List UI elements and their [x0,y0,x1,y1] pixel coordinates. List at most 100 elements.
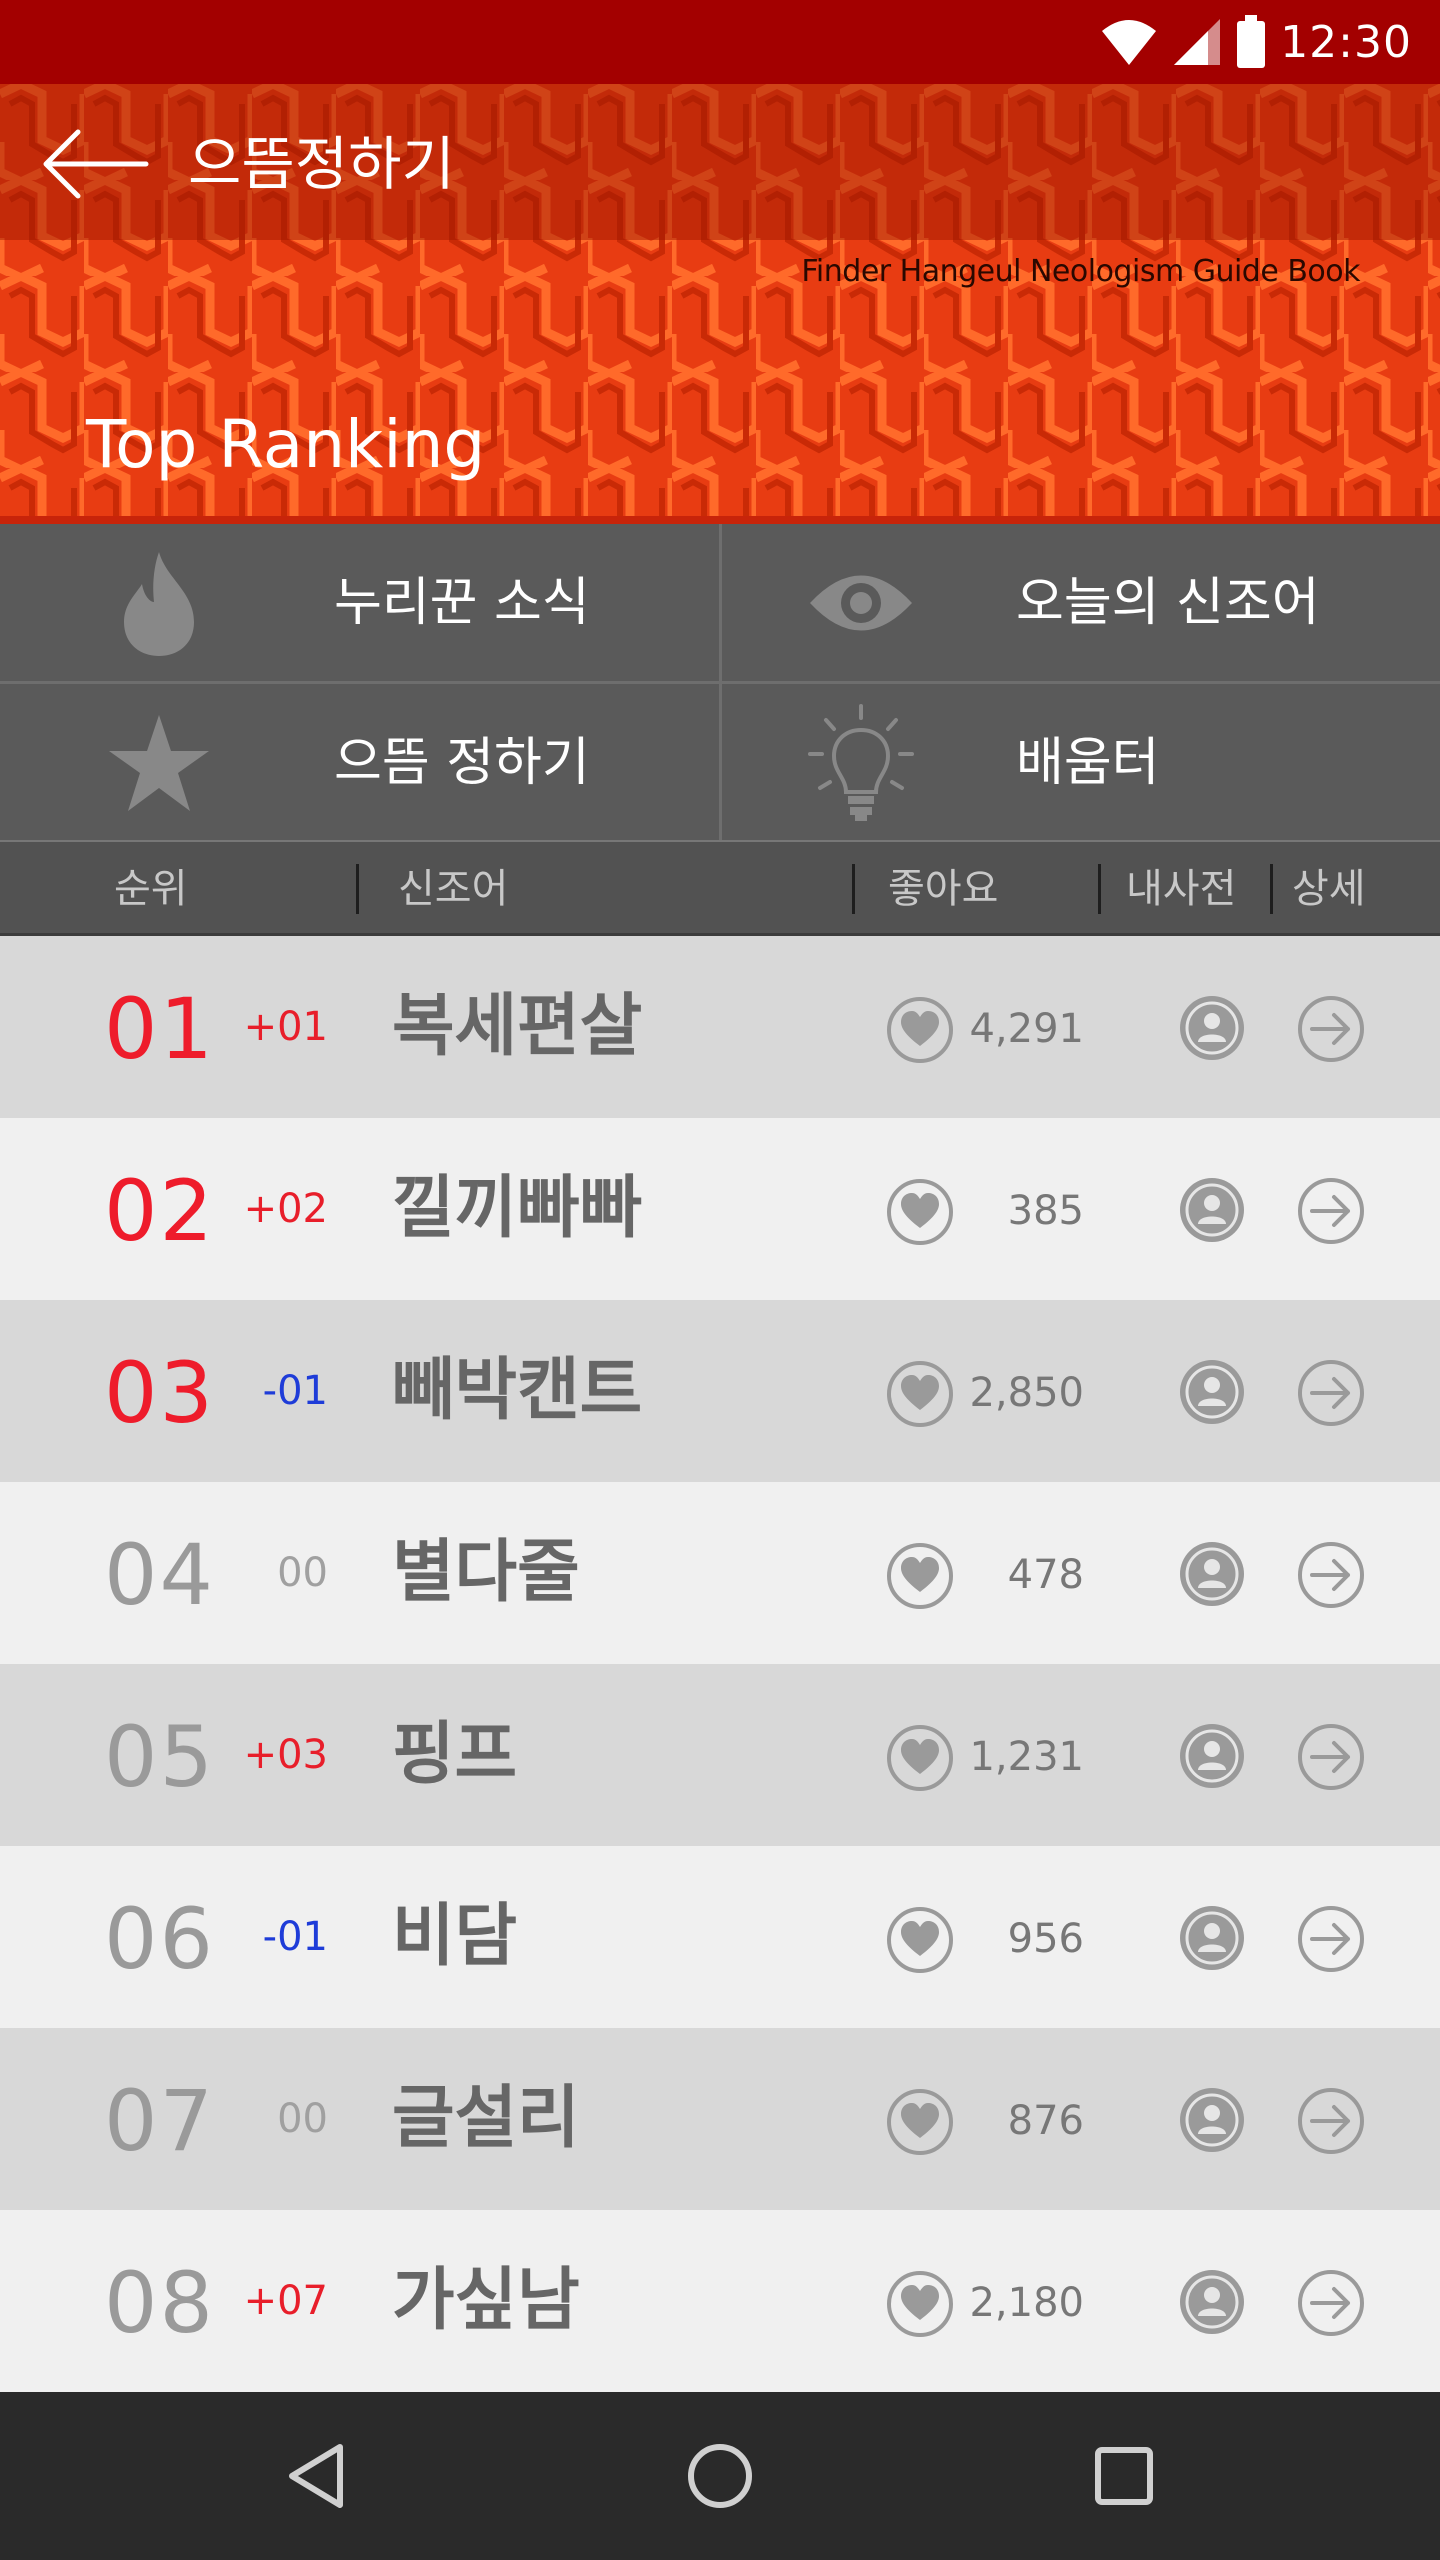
neologism-word: 핑프 [392,1715,518,1794]
neologism-word: 빼박캔트 [392,1351,643,1430]
menu-divider-bottom [0,840,1440,842]
like-count: 2,180 [969,2280,1084,2326]
rank-change: 00 [277,2096,328,2142]
system-nav-bar [0,2392,1440,2560]
detail-button[interactable] [1296,2086,1366,2156]
detail-button[interactable] [1296,994,1366,1064]
menu-divider-horizontal [0,681,1440,684]
add-to-dictionary-button[interactable] [1178,1358,1246,1426]
rank-number: 03 [104,1344,215,1442]
menu-item-news[interactable]: 누리꾼 소식 [0,524,720,682]
column-separator [356,864,359,914]
table-row[interactable]: 04 00 별다줄 478 [0,1482,1440,1664]
rank-number: 01 [104,980,215,1078]
user-icon [1180,2270,1244,2334]
table-row[interactable]: 07 00 글설리 876 [0,2028,1440,2210]
add-to-dictionary-button[interactable] [1178,2086,1246,2154]
arrow-right-circle-icon [1298,2088,1364,2154]
table-row[interactable]: 08 +07 가싶남 2,180 [0,2210,1440,2392]
header-pattern [0,84,1440,524]
menu-item-label: 배움터 [1016,733,1160,793]
heart-icon [887,2271,953,2337]
neologism-word: 가싶남 [392,2261,580,2340]
like-button[interactable] [886,1178,954,1246]
detail-button[interactable] [1296,1904,1366,1974]
detail-button[interactable] [1296,2268,1366,2338]
rank-change: -01 [262,1368,328,1414]
rank-number: 05 [104,1708,215,1806]
neologism-word: 글설리 [392,2079,580,2158]
heart-icon [887,997,953,1063]
rank-change: +02 [243,1186,328,1232]
column-separator [1270,864,1273,914]
lightbulb-icon [806,704,916,821]
add-to-dictionary-button[interactable] [1178,2268,1246,2336]
detail-button[interactable] [1296,1176,1366,1246]
like-button[interactable] [886,1906,954,1974]
like-count: 2,850 [969,1370,1084,1416]
nav-home-button[interactable] [680,2436,760,2516]
add-to-dictionary-button[interactable] [1178,1722,1246,1790]
nav-back-button[interactable] [276,2436,356,2516]
status-time: 12:30 [1280,16,1412,68]
like-count: 4,291 [969,1006,1084,1052]
table-row[interactable]: 02 +02 낄끼빠빠 385 [0,1118,1440,1300]
detail-button[interactable] [1296,1540,1366,1610]
heart-icon [887,2089,953,2155]
menu-item-label: 누리꾼 소식 [334,573,590,633]
heart-icon [887,1179,953,1245]
status-bar: 12:30 [0,0,1440,84]
arrow-right-circle-icon [1298,1906,1364,1972]
rank-change: +07 [243,2278,328,2324]
table-row[interactable]: 01 +01 복세편살 4,291 [0,936,1440,1118]
like-button[interactable] [886,2270,954,2338]
add-to-dictionary-button[interactable] [1178,994,1246,1062]
rank-number: 06 [104,1890,215,1988]
like-count: 478 [1007,1552,1084,1598]
table-row[interactable]: 03 -01 빼박캔트 2,850 [0,1300,1440,1482]
menu-item-today-word[interactable]: 오늘의 신조어 [720,524,1440,682]
menu-item-ranking[interactable]: 으뜸 정하기 [0,684,720,842]
rank-change: +01 [243,1004,328,1050]
like-button[interactable] [886,1360,954,1428]
nav-recents-button[interactable] [1084,2436,1164,2516]
add-to-dictionary-button[interactable] [1178,1904,1246,1972]
like-button[interactable] [886,1724,954,1792]
back-button[interactable] [40,126,160,202]
rank-change: -01 [262,1914,328,1960]
section-title: Top Ranking [86,406,486,483]
rank-change: 00 [277,1550,328,1596]
app-bar [0,84,1440,240]
heart-icon [887,1907,953,1973]
add-to-dictionary-button[interactable] [1178,1176,1246,1244]
like-button[interactable] [886,2088,954,2156]
table-header: 순위 신조어 좋아요 내사전 상세 [0,842,1440,936]
menu-item-learning[interactable]: 배움터 [720,684,1440,842]
neologism-word: 별다줄 [392,1533,580,1612]
column-likes: 좋아요 [888,866,999,912]
table-row[interactable]: 06 -01 비담 956 [0,1846,1440,2028]
user-icon [1180,1724,1244,1788]
arrow-right-circle-icon [1298,1360,1364,1426]
battery-icon [1237,15,1266,68]
rank-number: 07 [104,2072,215,2170]
heart-icon [887,1543,953,1609]
user-icon [1180,2088,1244,2152]
rank-number: 04 [104,1526,215,1624]
neologism-word: 비담 [392,1897,518,1976]
arrow-right-circle-icon [1298,2270,1364,2336]
detail-button[interactable] [1296,1358,1366,1428]
back-triangle-icon [289,2444,343,2508]
like-button[interactable] [886,996,954,1064]
table-row[interactable]: 05 +03 핑프 1,231 [0,1664,1440,1846]
add-to-dictionary-button[interactable] [1178,1540,1246,1608]
arrow-right-circle-icon [1298,1542,1364,1608]
like-button[interactable] [886,1542,954,1610]
ranking-list: 01 +01 복세편살 4,291 02 +02 낄끼빠빠 [0,936,1440,2392]
menu-item-label: 오늘의 신조어 [1016,573,1320,633]
header-banner: 으뜸정하기 Finder Hangeul Neologism Guide Boo… [0,84,1440,524]
arrow-left-icon [43,129,149,199]
neologism-word: 낄끼빠빠 [392,1169,643,1248]
detail-button[interactable] [1296,1722,1366,1792]
like-count: 385 [1007,1188,1084,1234]
